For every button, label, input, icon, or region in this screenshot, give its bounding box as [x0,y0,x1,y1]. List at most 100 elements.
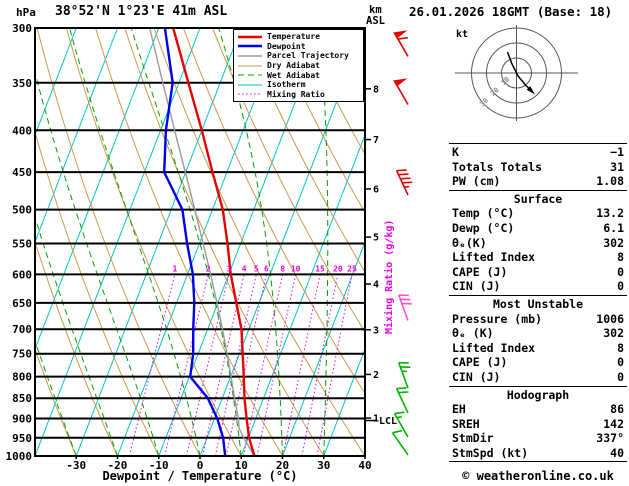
mixing-ratio-label: 5 [254,264,259,273]
hodograph-unit-label: kt [456,29,468,40]
stat-row: CIN (J) 0 [449,370,627,385]
hodograph-ring-label: 20 [489,86,501,98]
legend-line-sample [238,93,262,95]
mixing-ratio-label: 4 [242,264,247,273]
stat-row: θₑ(K) 302 [449,236,627,251]
stat-label: Dewp (°C) [452,220,515,235]
stats-section-title: Hodograph [506,387,570,402]
stat-value: 0 [617,369,624,384]
stat-label: SREH [452,416,480,431]
km-tick-label: 7 [373,135,379,146]
mixing-ratio-label: 8 [280,264,285,273]
stat-label: CAPE (J) [452,355,508,370]
legend-line-sample [238,84,262,86]
legend-item: Mixing Ratio [237,90,360,100]
stat-value: 0 [617,355,624,370]
km-tick-label: 5 [373,233,379,244]
stats-section-title: Most Unstable [492,296,583,311]
legend-line-sample [238,45,262,48]
temp-tick-label: 20 [276,459,289,472]
stat-label: Lifted Index [452,250,536,265]
wind-barb [393,30,409,57]
legend-item: Wet Adiabat [237,70,360,80]
legend-line-sample [238,55,262,57]
x-axis-label: Dewpoint / Temperature (°C) [102,469,298,483]
stat-value: 31 [610,159,624,174]
stat-row: CAPE (J) 0 [449,355,627,370]
mixing-ratio-label: 6 [264,264,269,273]
pressure-axis-unit: hPa [16,6,36,19]
legend-item: Parcel Trajectory [237,51,360,61]
hodograph-ring [501,57,532,89]
stat-label: Totals Totals [452,159,543,174]
pressure-tick-label: 350 [12,77,32,90]
temp-tick-label: -20 [108,459,128,472]
stat-label: K [452,145,459,159]
stat-value: 1.08 [596,174,624,189]
mixing-ratio-axis-label: Mixing Ratio (g/kg) [383,220,395,334]
pressure-tick-labels: 300 350 400 450 500 550 600 650 700 750 800 850 900 9… [6,22,33,463]
stat-label: Lifted Index [452,340,536,355]
stat-value: −1 [610,145,624,159]
stat-row: CIN (J) 0 [449,279,627,294]
temp-tick-label: 40 [358,459,371,472]
legend-label: Dewpoint [267,41,306,51]
wind-barb [395,169,413,196]
pressure-tick-label: 400 [12,124,32,137]
stats-divider [449,143,627,144]
hodograph-arrowhead [526,86,536,95]
hodograph-ring-label: 10 [500,75,512,87]
pressure-tick-label: 650 [12,297,32,310]
km-tick-label: 6 [373,184,379,195]
legend-label: Parcel Trajectory [267,51,349,61]
stat-row: StmSpd (kt) 40 [449,446,627,461]
stats-divider [449,385,627,387]
chart-legend: Temperature Dewpoint Parcel Trajectory Dry … [233,29,364,103]
legend-item: Dewpoint [237,42,360,52]
mixing-ratio-labels: 1 2 3 4 5 6 8 10 15 20 25 [172,264,356,273]
pressure-tick-label: 550 [12,237,32,250]
mixing-ratio-label: 15 [315,264,325,273]
legend-label: Isotherm [267,80,306,90]
station-title: 38°52'N 1°23'E 41m ASL [55,4,228,19]
pressure-tick-label: 700 [12,323,32,336]
stat-value: 0 [617,264,624,279]
stat-label: PW (cm) [452,174,501,189]
stat-row: SREH 142 [449,417,627,432]
legend-label: Temperature [267,32,320,42]
stat-label: StmSpd (kt) [452,445,529,460]
legend-item: Temperature [237,32,360,42]
pressure-tick-label: 950 [12,432,32,445]
wind-barbs [391,30,413,456]
stat-label: StmDir [452,431,494,446]
mixing-ratio-label: 10 [291,264,301,273]
pressure-tick-label: 900 [12,413,32,426]
lcl-label: LCL [379,416,397,427]
pressure-tick-label: 300 [12,22,32,35]
km-tick-label: 2 [373,370,379,381]
stat-value: 8 [617,340,624,355]
stat-value: 0 [617,279,624,294]
temp-tick-labels: -30 -20 -10 0 10 20 30 40 [66,456,372,472]
legend-label: Dry Adiabat [267,61,320,71]
stats-divider [449,461,627,463]
stat-row: PW (cm) 1.08 [449,174,627,189]
altitude-axis-unit-km: km [369,4,382,16]
copyright: © weatheronline.co.uk [462,469,614,483]
stat-value: 8 [617,250,624,265]
stat-row: Totals Totals 31 [449,160,627,175]
temp-tick-label: 0 [197,459,204,472]
mixing-ratio-label: 1 [172,264,177,273]
stat-value: 1006 [596,311,624,326]
wind-barb [391,429,409,456]
mixing-ratio-label: 20 [333,264,343,273]
temperature-curve [172,28,256,456]
km-tick-label: 8 [373,84,379,95]
legend-line-sample [238,74,262,76]
wind-barb [395,387,409,414]
stat-value: 86 [610,402,624,417]
stat-row: CAPE (J) 0 [449,265,627,280]
hodograph-trace [506,51,533,92]
legend-line-sample [238,65,262,67]
